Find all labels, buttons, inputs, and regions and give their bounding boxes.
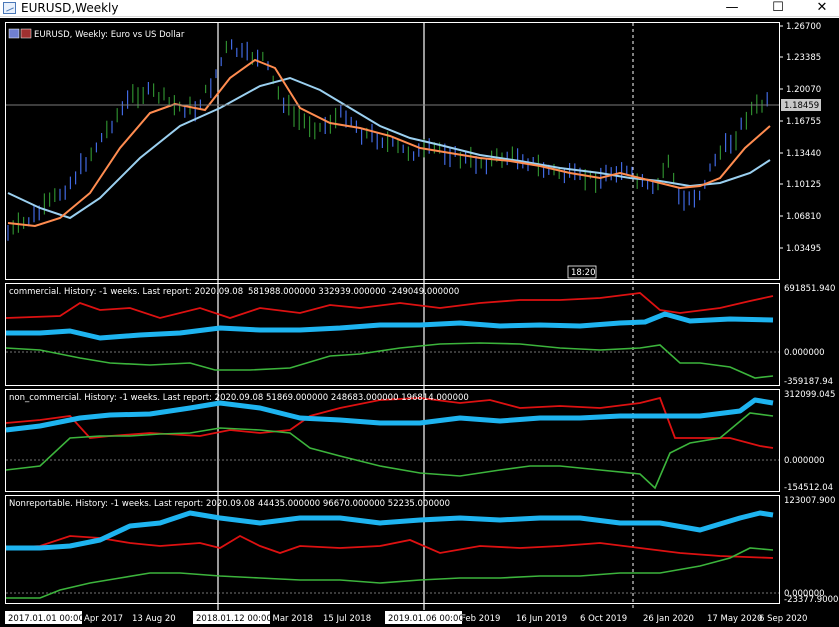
price-axis: 1.26700 1.23385 1.20070 1.16755 1.13440 1.101… <box>779 22 821 254</box>
indicator-values: 51869.000000 248683.000000 196814.000000 <box>266 393 469 403</box>
price-bars <box>7 39 768 241</box>
indicator-line-red <box>5 292 774 319</box>
indicator-line-red <box>5 534 774 559</box>
time-axis-label: 16 Jun 2019 <box>516 614 567 624</box>
pane-frames <box>5 22 780 604</box>
indicator-values: 44435.000000 96670.000000 52235.000000 <box>258 499 450 509</box>
nonreportable-pane-frame <box>5 495 780 604</box>
nonreportable-indicator: Nonreportable. History: -1 weeks. Last r… <box>5 496 838 605</box>
time-axis: Apr 2017 13 Aug 20 25 Mar 2018 15 Jul 2018 F… <box>5 611 807 624</box>
highlighted-date-box <box>385 611 462 624</box>
time-axis-label: 17 May 2020 <box>707 614 762 624</box>
indicator-line-blue <box>6 510 774 551</box>
indicator-values: 581988.000000 332939.000000 -249049.0000… <box>248 287 459 297</box>
main-pane-label: EURUSD, Weekly: Euro vs US Dollar <box>34 30 185 40</box>
indicator-tick-label: 312099.045 <box>784 390 835 400</box>
highlighted-date-box <box>5 611 82 624</box>
price-tick-label: 1.23385 <box>786 53 821 63</box>
current-price-tag: 1.18459 <box>781 99 821 111</box>
indicator-line-green <box>5 342 774 379</box>
highlighted-date-label: 2017.01.01 00:00 <box>8 614 84 624</box>
time-axis-label: 6 Sep 2020 <box>759 614 807 624</box>
price-tick-label: 1.16755 <box>786 117 821 127</box>
symbol-flag-icon <box>8 28 32 39</box>
window-title: EURUSD,Weekly <box>21 1 119 15</box>
highlighted-date-box <box>193 611 270 624</box>
highlighted-date-label: 2019.01.06 00:00 <box>388 614 464 624</box>
indicator-tick-label: 123007.900 <box>784 496 835 506</box>
commercial-indicator: commercial. History: -1 weeks. Last repo… <box>5 284 835 387</box>
price-tick-label: 1.26700 <box>786 22 821 32</box>
indicator-tick-label: -154512.04 <box>784 483 833 493</box>
indicator-tick-label: -23377.9000 <box>784 595 838 605</box>
fast-moving-average <box>7 58 771 228</box>
time-axis-label: 15 Jul 2018 <box>323 614 371 624</box>
noncommercial-pane-frame <box>5 389 780 492</box>
indicator-line-blue <box>5 397 774 433</box>
chart-window-icon <box>3 2 16 14</box>
commercial-pane-frame <box>5 283 780 386</box>
time-marker-label: 18:20 <box>571 268 596 278</box>
price-tick-label: 1.03495 <box>786 244 821 254</box>
time-axis-label: Apr 2017 <box>84 614 123 624</box>
indicator-tick-label: 691851.940 <box>784 284 835 294</box>
time-axis-label: 26 Jan 2020 <box>643 614 694 624</box>
current-price-value: 1.18459 <box>784 101 819 111</box>
time-axis-label: Feb 2019 <box>461 614 500 624</box>
time-marker: 18:20 <box>567 265 597 279</box>
price-tick-label: 1.10125 <box>786 180 821 190</box>
indicator-label: Nonreportable. History: -1 weeks. Last r… <box>9 499 255 509</box>
indicator-label: non_commercial. History: -1 weeks. Last … <box>9 393 263 403</box>
period-separators <box>217 23 634 610</box>
time-axis-label: 25 Mar 2018 <box>259 614 313 624</box>
time-axis-label: 6 Oct 2019 <box>580 614 627 624</box>
price-tick-label: 1.20070 <box>786 85 821 95</box>
indicator-line-blue <box>6 311 774 341</box>
slow-moving-average <box>7 76 771 220</box>
highlighted-date-label: 2018.01.12 00:00 <box>196 614 272 624</box>
indicator-tick-label: 0.000000 <box>784 348 825 358</box>
chart-area[interactable]: EURUSD, Weekly: Euro vs US Dollar 1.2670… <box>0 18 839 627</box>
indicator-tick-label: 0.000000 <box>784 456 825 466</box>
price-tick-label: 1.06810 <box>786 212 821 222</box>
title-bar: EURUSD,Weekly — ☐ ✕ <box>0 0 839 17</box>
main-pane-frame <box>5 22 780 280</box>
indicator-line-green <box>5 412 774 490</box>
indicator-label: commercial. History: -1 weeks. Last repo… <box>9 287 243 297</box>
indicator-line-green <box>6 547 774 599</box>
maximize-button[interactable]: ☐ <box>772 0 784 15</box>
close-button[interactable]: ✕ <box>816 0 828 15</box>
time-axis-label: 13 Aug 20 <box>132 614 176 624</box>
minimize-button[interactable]: — <box>725 0 739 15</box>
indicator-tick-label: -359187.94 <box>784 377 833 387</box>
indicator-tick-label: 0.000000 <box>784 589 825 599</box>
price-tick-label: 1.13440 <box>786 149 821 159</box>
noncommercial-indicator: non_commercial. History: -1 weeks. Last … <box>5 390 835 493</box>
